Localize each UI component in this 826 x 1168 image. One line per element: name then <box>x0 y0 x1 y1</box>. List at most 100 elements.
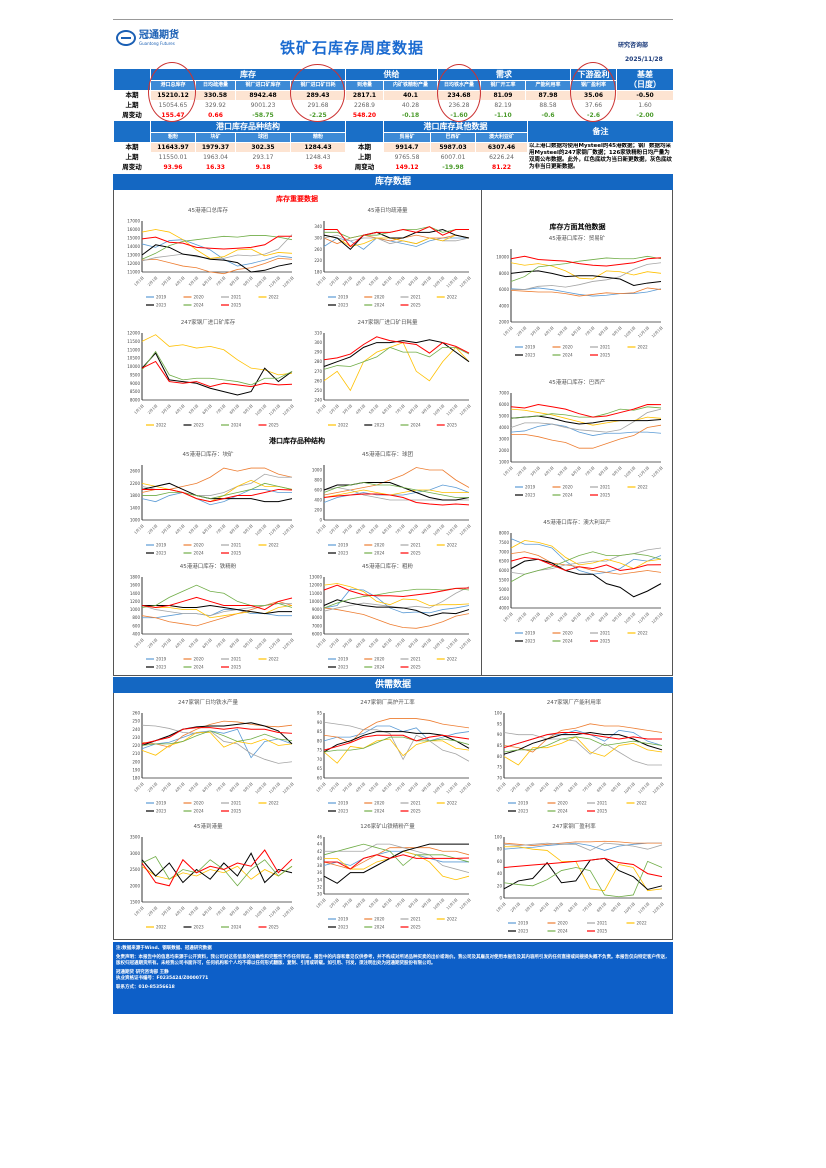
x-tick-label: 8月1日 <box>597 465 609 477</box>
table-cell: -0.50 <box>616 90 675 101</box>
series-line-2022 <box>323 738 470 764</box>
legend-label: 2021 <box>231 543 242 548</box>
x-tick-label: 7月1日 <box>394 637 406 649</box>
x-tick-label: 8月1日 <box>228 275 240 287</box>
logo-icon <box>116 30 136 46</box>
legend-label: 2021 <box>597 921 608 926</box>
series-line-2021 <box>510 547 662 575</box>
row-label: 上期 <box>345 152 384 163</box>
column-header: 钢厂开工率 <box>480 80 526 91</box>
y-tick-label: 600 <box>314 488 322 493</box>
series-line-2019 <box>141 728 293 759</box>
x-tick-label: 1月1日 <box>315 403 327 415</box>
y-tick-label: 10000 <box>496 255 509 260</box>
table-cell: 0.66 <box>195 110 236 121</box>
x-tick-label: 5月1日 <box>556 325 568 337</box>
series-line-2025 <box>323 493 470 506</box>
y-tick-label: 40 <box>497 871 503 876</box>
legend-label: 2022 <box>638 345 649 350</box>
x-tick-label: 5月1日 <box>368 637 380 649</box>
line-chart: 30 32 34 36 38 40 42 44 46 1月1日 2月1日 3月1日 4月1日 5月1日 6月… <box>300 822 475 934</box>
y-tick-label: 1800 <box>130 575 141 580</box>
chart-title: 247家钢厂进口矿日耗量 <box>357 320 418 326</box>
x-tick-label: 12月1日 <box>458 523 471 536</box>
y-tick-label: 200 <box>132 759 140 764</box>
y-tick-label: 800 <box>132 615 140 620</box>
x-tick-label: 9月1日 <box>242 275 254 287</box>
column-header: 到港量 <box>345 80 384 91</box>
series-line-2025 <box>323 584 470 598</box>
x-tick-label: 3月1日 <box>160 275 172 287</box>
note-text: 以上港口数据均使用Mysteel的45港数据；钢厂数据均采用Mysteel的24… <box>527 142 675 173</box>
chart-title: 247家钢厂产能利用率 <box>546 700 602 706</box>
x-tick-label: 5月1日 <box>552 781 564 793</box>
y-tick-label: 280 <box>314 359 322 364</box>
y-tick-label: 36 <box>317 870 323 875</box>
row-label: 本期 <box>113 90 151 101</box>
legend-label: 2023 <box>338 665 349 670</box>
line-chart: 1000 1400 1800 2200 2600 1月1日 2月1日 3月1日 4月1日 5月1日… <box>118 450 298 560</box>
y-tick-label: 40 <box>317 856 323 861</box>
table-cell: 548.20 <box>345 110 384 121</box>
legend-label: 2025 <box>600 639 611 644</box>
x-tick-label: 12月1日 <box>651 901 664 914</box>
y-tick-label: 4000 <box>499 303 510 308</box>
x-tick-label: 1月1日 <box>315 781 327 793</box>
legend-label: 2024 <box>374 925 385 930</box>
table-cell: -58.75 <box>235 110 291 121</box>
y-tick-label: 11000 <box>127 270 140 275</box>
legend-label: 2023 <box>156 809 167 814</box>
legend-label: 2024 <box>558 929 569 934</box>
series-line-2024 <box>503 736 663 753</box>
table-cell: 82.19 <box>480 100 526 111</box>
y-tick-label: 10000 <box>309 599 322 604</box>
y-tick-label: 65 <box>317 766 323 771</box>
series-line-2024 <box>141 235 293 260</box>
legend-label: 2019 <box>338 801 349 806</box>
y-tick-label: 1000 <box>312 468 323 473</box>
line-chart: 400 600 800 1000 1200 1400 1600 1800 1月1日 2月1日 3月1… <box>118 562 298 674</box>
y-tick-label: 400 <box>314 498 322 503</box>
y-tick-label: 80 <box>317 738 323 743</box>
series-line-2020 <box>510 551 662 575</box>
y-tick-label: 240 <box>314 398 322 403</box>
y-tick-label: 7500 <box>499 540 510 545</box>
y-tick-label: 2000 <box>130 883 141 888</box>
legend-label: 2022 <box>447 917 458 922</box>
table-cell: 293.17 <box>235 152 291 163</box>
y-tick-label: 32 <box>317 884 323 889</box>
y-tick-label: 70 <box>317 757 323 762</box>
x-tick-label: 3月1日 <box>524 781 536 793</box>
y-tick-label: 20 <box>497 883 503 888</box>
legend-label: 2021 <box>231 295 242 300</box>
y-tick-label: 44 <box>317 842 323 847</box>
table-cell: 9914.7 <box>383 142 431 153</box>
series-line-2025 <box>510 255 662 267</box>
x-tick-label: 1月1日 <box>133 275 145 287</box>
x-tick-label: 8月1日 <box>597 325 609 337</box>
legend-label: 2025 <box>231 665 242 670</box>
x-tick-label: 9月1日 <box>420 637 432 649</box>
x-tick-label: 10月1日 <box>254 781 267 794</box>
department: 研究咨询部 <box>618 42 649 49</box>
x-tick-label: 11月1日 <box>268 403 281 416</box>
y-tick-label: 4000 <box>499 425 510 430</box>
legend-label: 2020 <box>558 801 569 806</box>
x-tick-label: 9月1日 <box>420 275 432 287</box>
table-cell: 9001.23 <box>235 100 291 111</box>
x-tick-label: 9月1日 <box>611 611 623 623</box>
series-line-2022 <box>323 489 469 498</box>
x-tick-label: 6月1日 <box>567 781 579 793</box>
x-tick-label: 7月1日 <box>215 905 227 917</box>
y-tick-label: 190 <box>132 767 140 772</box>
x-tick-label: 7月1日 <box>215 637 227 649</box>
x-tick-label: 3月1日 <box>160 637 172 649</box>
chart-title: 45港港口库存：球团 <box>362 452 413 458</box>
x-tick-label: 9月1日 <box>242 637 254 649</box>
table-cell: 11643.97 <box>150 142 196 153</box>
x-tick-label: 7月1日 <box>215 275 227 287</box>
series-line-2019 <box>323 850 469 866</box>
legend-label: 2022 <box>156 423 167 428</box>
y-tick-label: 290 <box>314 350 322 355</box>
legend-label: 2025 <box>411 551 422 556</box>
